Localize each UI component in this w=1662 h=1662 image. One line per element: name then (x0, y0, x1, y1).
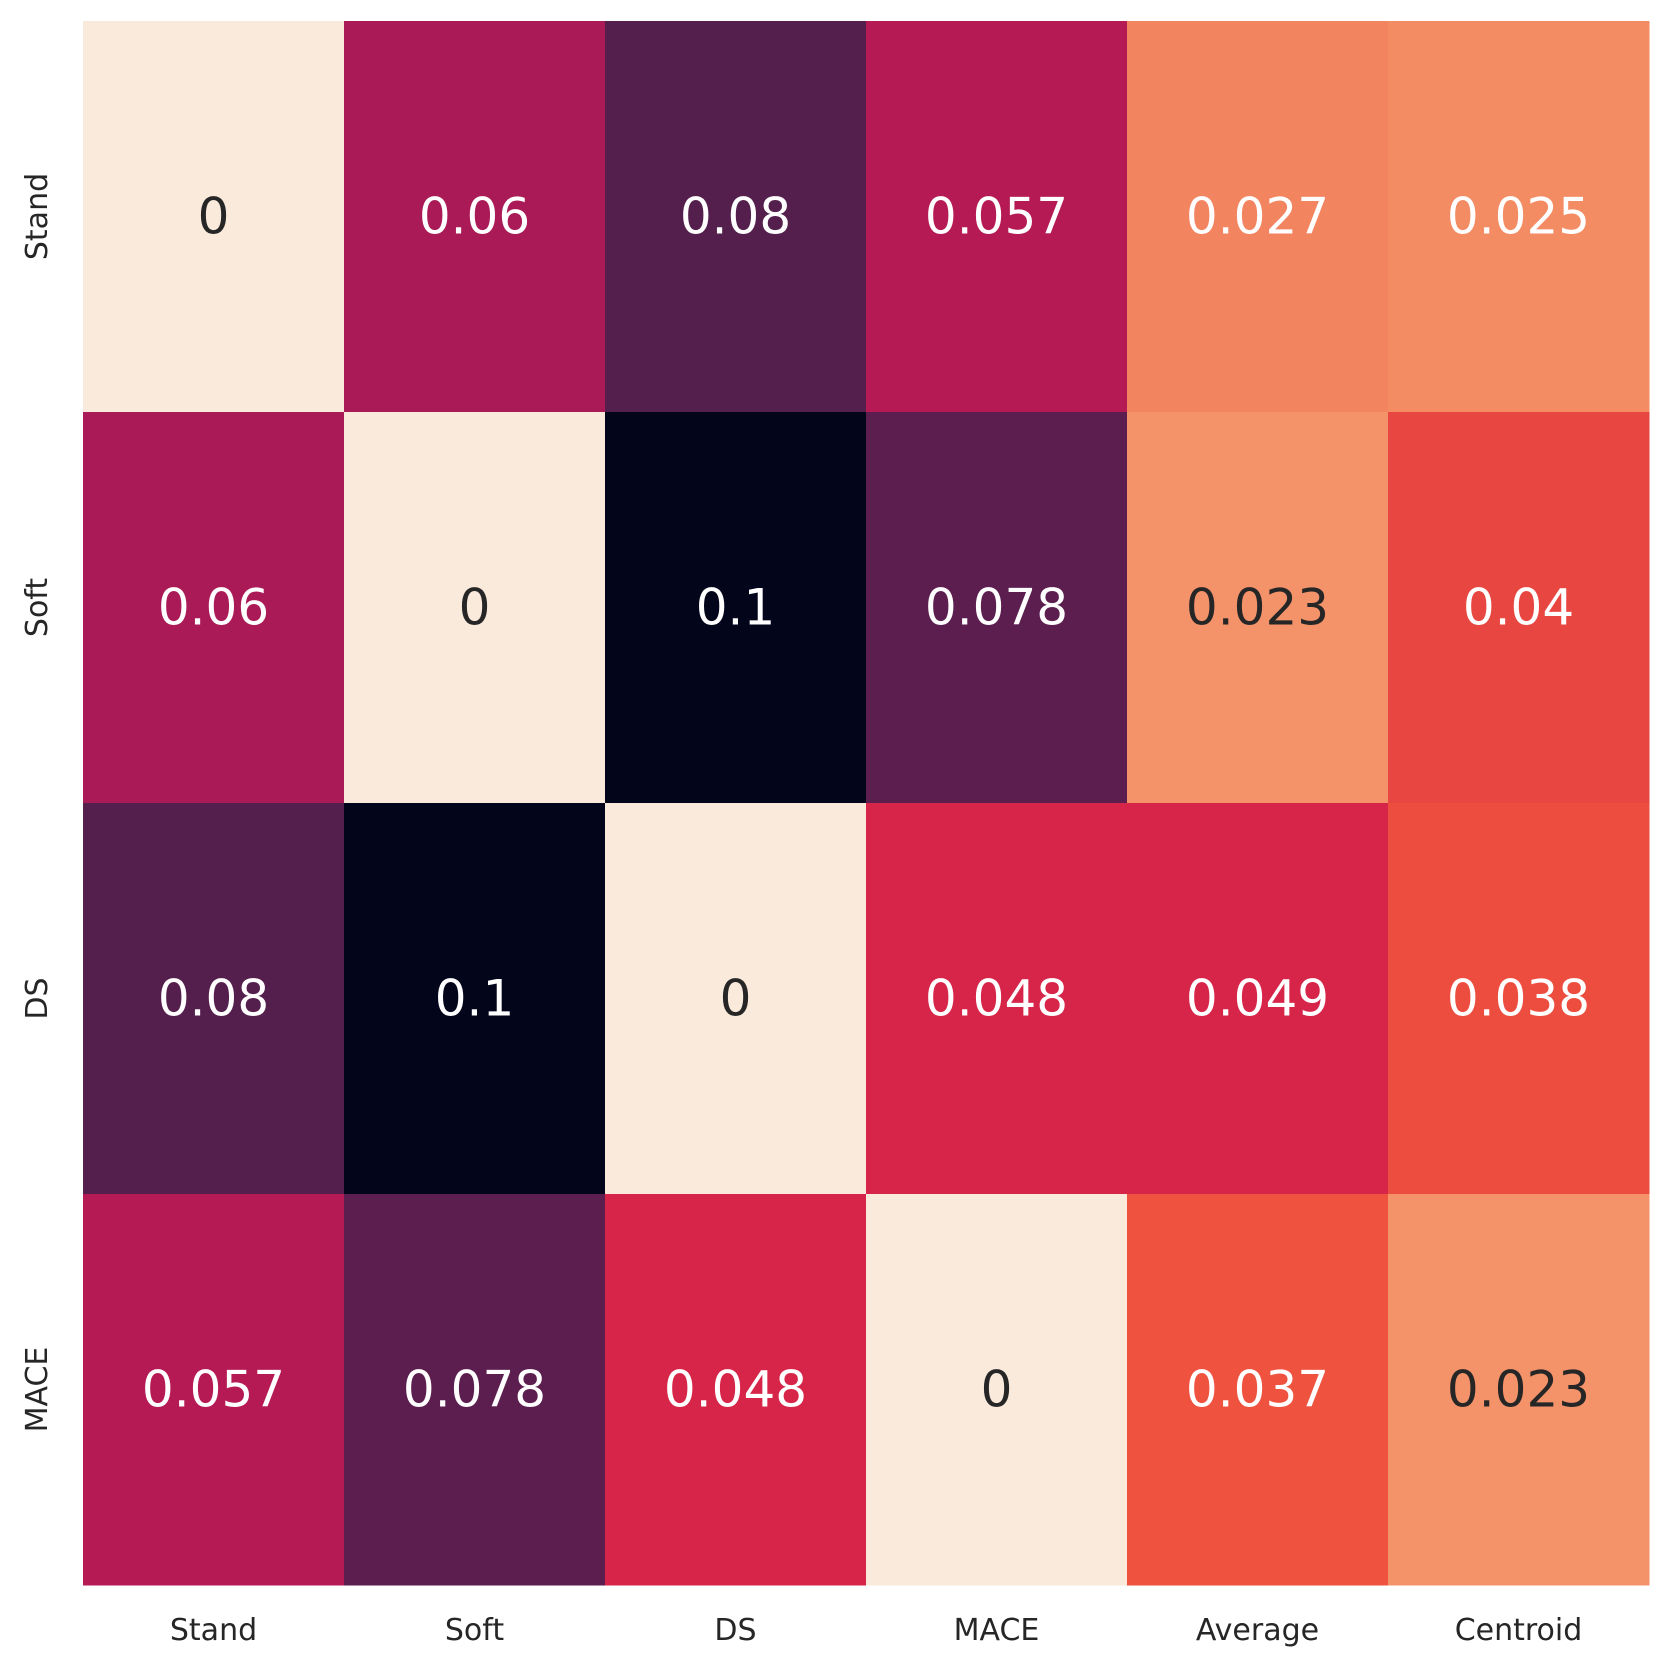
cell-value-label: 0.037 (1186, 1361, 1329, 1419)
cell-value-label: 0.057 (142, 1361, 285, 1419)
cell-value-label: 0.078 (925, 579, 1068, 637)
heatmap-cell (1127, 803, 1389, 1195)
cell-value-label: 0.08 (680, 188, 791, 246)
cell-value-label: 0.023 (1447, 1361, 1590, 1419)
cell-value-label: 0.027 (1186, 188, 1329, 246)
cell-value-label: 0 (981, 1361, 1013, 1419)
x-tick-label: Soft (445, 1613, 504, 1648)
cell-value-label: 0 (720, 970, 752, 1028)
heatmap-cell (1388, 803, 1650, 1195)
cell-value-label: 0.057 (925, 188, 1068, 246)
heatmap-cell (344, 412, 606, 804)
heatmap-cell (344, 803, 606, 1195)
heatmap-cell (83, 803, 345, 1195)
cell-value-label: 0 (198, 188, 230, 246)
y-tick-label: DS (20, 977, 55, 1019)
heatmap-cell (1388, 412, 1650, 804)
heatmap-cell (605, 1194, 867, 1586)
heatmap-cell (866, 1194, 1128, 1586)
cell-value-label: 0.1 (435, 970, 515, 1028)
y-tick-label: MACE (20, 1347, 55, 1433)
heatmap-cell (866, 21, 1128, 413)
cell-value-label: 0.04 (1463, 579, 1574, 637)
heatmap-cell (83, 412, 345, 804)
cell-value-label: 0.06 (419, 188, 530, 246)
x-axis-tick-labels: Stand Soft DS MACE Average Centroid (170, 1613, 1582, 1648)
y-axis-tick-labels: Stand Soft DS MACE (20, 173, 55, 1433)
heatmap-cell (1127, 21, 1389, 413)
cell-value-label: 0.025 (1447, 188, 1590, 246)
heatmap-cell (1127, 1194, 1389, 1586)
x-tick-label: Stand (170, 1613, 257, 1648)
heatmap-cell (1388, 1194, 1650, 1586)
cell-value-label: 0.1 (696, 579, 776, 637)
cell-value-label: 0.049 (1186, 970, 1329, 1028)
heatmap-cell (866, 412, 1128, 804)
heatmap-cell (1127, 412, 1389, 804)
heatmap-cell (605, 412, 867, 804)
heatmap-cell (83, 21, 345, 413)
x-tick-label: MACE (954, 1613, 1040, 1648)
heatmap-cell-labels: 0 0.06 0.08 0.057 0.027 0.025 0.06 0 0.1 0.078 0.0… (142, 188, 1590, 1419)
cell-value-label: 0.048 (925, 970, 1068, 1028)
cell-value-label: 0 (459, 579, 491, 637)
heatmap-cell (344, 1194, 606, 1586)
cell-value-label: 0.06 (158, 579, 269, 637)
heatmap-cell (83, 1194, 345, 1586)
heatmap-cell (605, 803, 867, 1195)
x-tick-label: Average (1196, 1613, 1319, 1648)
heatmap-cell (605, 21, 867, 413)
x-tick-label: DS (714, 1613, 756, 1648)
y-tick-label: Soft (20, 578, 55, 637)
cell-value-label: 0.078 (403, 1361, 546, 1419)
heatmap-cells (83, 21, 1650, 1586)
cell-value-label: 0.023 (1186, 579, 1329, 637)
heatmap-cell (344, 21, 606, 413)
y-tick-label: Stand (20, 173, 55, 260)
cell-value-label: 0.048 (664, 1361, 807, 1419)
heatmap-cell (866, 803, 1128, 1195)
heatmap-cell (1388, 21, 1650, 413)
x-tick-label: Centroid (1455, 1613, 1583, 1648)
cell-value-label: 0.038 (1447, 970, 1590, 1028)
cell-value-label: 0.08 (158, 970, 269, 1028)
